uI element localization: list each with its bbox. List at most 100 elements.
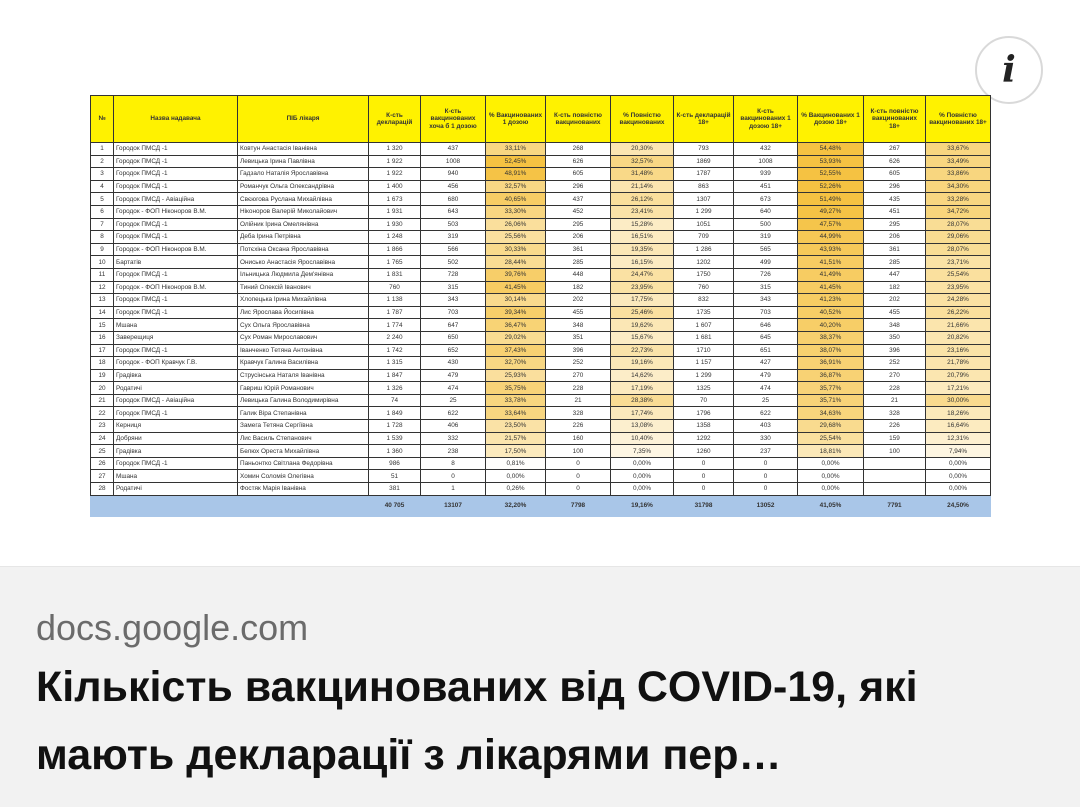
table-cell: 24: [90, 431, 114, 446]
table-cell: Струсінська Наталя Іванівна: [237, 368, 369, 383]
table-cell: 14,62%: [610, 368, 674, 383]
table-cell: 34,63%: [797, 406, 864, 421]
table-cell: Городок ПМСД - Авіаційна: [113, 393, 238, 408]
link-domain: docs.google.com: [36, 607, 309, 648]
table-cell: 760: [673, 280, 734, 295]
table-cell: 605: [863, 167, 926, 181]
table-cell: 0,00%: [485, 469, 546, 484]
column-header: №: [90, 95, 114, 143]
table-cell: 1710: [673, 343, 734, 358]
table-cell: 26,22%: [925, 305, 991, 320]
table-cell: 34,30%: [925, 179, 991, 194]
table-cell: 51,49%: [797, 192, 864, 206]
table-cell: 53,93%: [797, 154, 864, 169]
table-cell: 3: [90, 167, 114, 181]
column-header: К-сть вакцинованих 1 дозою 18+: [733, 95, 798, 143]
table-cell: 17: [90, 343, 114, 358]
table-cell: 1358: [673, 419, 734, 433]
table-cell: 1 286: [673, 242, 734, 257]
table-row: 11 Городок ПМСД -1 Ільницька Людмила Дем'я…: [90, 267, 991, 282]
table-cell: Городок ПМСД -1: [113, 179, 238, 194]
table-cell: 21,66%: [925, 318, 991, 332]
column-header: % Вакцинованих 1 дозою: [485, 95, 546, 143]
table-cell: 1 847: [368, 368, 421, 383]
table-row: 28 Родатичі Фостяк Марія Іванівна 381 1 0,26%…: [90, 482, 991, 496]
table-cell: 673: [733, 192, 798, 206]
total-cell: 41,05%: [797, 494, 864, 517]
table-cell: 29,06%: [925, 230, 991, 244]
table-cell: Потєхіна Оксана Ярославівна: [237, 242, 369, 257]
table-cell: 474: [733, 381, 798, 395]
preview-image[interactable]: i № Назва надавача ПІБ лікаря К-сть деклара…: [0, 0, 1080, 566]
table-cell: 760: [368, 280, 421, 295]
table-cell: 24,47%: [610, 267, 674, 282]
table-cell: 32,70%: [485, 356, 546, 370]
table-cell: Левицька Ірина Павлівна: [237, 154, 369, 169]
table-cell: 435: [863, 192, 926, 206]
table-cell: 252: [863, 356, 926, 370]
table-cell: 646: [733, 318, 798, 332]
table-cell: 5: [90, 192, 114, 206]
table-cell: Гавриш Юрій Романович: [237, 381, 369, 395]
table-cell: 479: [733, 368, 798, 383]
table-cell: 652: [420, 343, 486, 358]
total-cell: 31798: [673, 494, 734, 517]
column-header: К-сть декларацій 18+: [673, 95, 734, 143]
table-cell: 12,31%: [925, 431, 991, 446]
table-cell: 25,54%: [925, 267, 991, 282]
table-cell: 252: [545, 356, 611, 370]
table-cell: 427: [733, 356, 798, 370]
table-cell: Лис Василь Степанович: [237, 431, 369, 446]
table-cell: 626: [863, 154, 926, 169]
table-cell: 1: [420, 482, 486, 496]
link-title[interactable]: Кількість вакцинованих від COVID-19, які…: [36, 663, 918, 779]
column-header: % Повністю вакцинованих 18+: [925, 95, 991, 143]
table-row: 16 Заверещиця Сух Роман Мирославович 2 240 6…: [90, 330, 991, 345]
table-cell: 268: [545, 142, 611, 156]
table-cell: Сух Роман Мирославович: [237, 330, 369, 345]
table-cell: 626: [545, 154, 611, 169]
table-cell: 0: [733, 482, 798, 496]
table-cell: 451: [863, 204, 926, 219]
table-cell: 28,07%: [925, 217, 991, 232]
table-cell: 1051: [673, 217, 734, 232]
table-cell: 33,67%: [925, 142, 991, 156]
table-cell: 0: [673, 482, 734, 496]
table-cell: 30,14%: [485, 293, 546, 307]
table-cell: 19,35%: [610, 242, 674, 257]
table-cell: 25: [90, 444, 114, 458]
table-cell: 1 765: [368, 255, 421, 269]
table-cell: Градівка: [113, 368, 238, 383]
total-cell: 13052: [733, 494, 798, 517]
table-cell: 285: [545, 255, 611, 269]
table-cell: 332: [420, 431, 486, 446]
table-cell: 8: [420, 456, 486, 471]
link-preview-card[interactable]: docs.google.com Кількість вакцинованих в…: [0, 566, 1080, 807]
column-header: К-сть вакцинованих хоча б 1 дозою: [420, 95, 486, 143]
table-cell: Свєюгова Руслана Михайлівна: [237, 192, 369, 206]
table-cell: 1 930: [368, 217, 421, 232]
table-cell: 38,07%: [797, 343, 864, 358]
table-cell: 35,77%: [797, 381, 864, 395]
table-cell: 9: [90, 242, 114, 257]
table-cell: 228: [863, 381, 926, 395]
table-cell: 565: [733, 242, 798, 257]
total-cell: 13107: [420, 494, 486, 517]
table-cell: Лис Ярослава Йосипівна: [237, 305, 369, 320]
table-cell: 33,30%: [485, 204, 546, 219]
table-cell: 23,95%: [610, 280, 674, 295]
table-cell: 1 787: [368, 305, 421, 320]
table-cell: 406: [420, 419, 486, 433]
total-cell: 7791: [863, 494, 926, 517]
table-cell: Городок ПМСД -1: [113, 167, 238, 181]
table-cell: 51: [368, 469, 421, 484]
table-cell: Бартатів: [113, 255, 238, 269]
table-cell: 6: [90, 204, 114, 219]
table-cell: Тиний Олексій Іванович: [237, 280, 369, 295]
info-icon[interactable]: i: [975, 36, 1043, 104]
table-cell: 40,65%: [485, 192, 546, 206]
table-cell: 343: [733, 293, 798, 307]
table-cell: 17,19%: [610, 381, 674, 395]
table-cell: 206: [545, 230, 611, 244]
table-cell: 645: [733, 330, 798, 345]
